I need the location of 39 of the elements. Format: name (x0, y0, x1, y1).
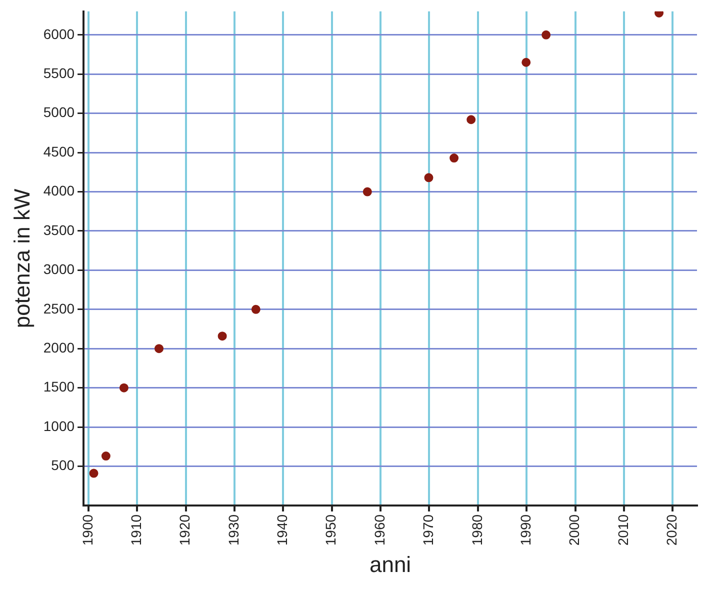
y-tick-label: 4000 (43, 182, 75, 199)
x-tick-label: 2020 (664, 514, 680, 546)
x-tick-label: 1980 (468, 514, 485, 546)
y-tick-label: 5500 (43, 64, 75, 81)
x-tick-label: 2000 (566, 514, 582, 546)
y-tick-label: 6000 (43, 26, 75, 42)
x-tick-label: 1960 (371, 514, 388, 546)
point (218, 332, 227, 341)
x-tick-label: 1900 (79, 514, 96, 546)
x-tick-label: 1920 (176, 514, 193, 546)
y-axis-title: potenza in kW (9, 188, 34, 328)
x-tick-label: 1940 (274, 514, 290, 546)
y-tick-label: 4500 (43, 143, 75, 160)
x-tick-label: 2010 (614, 514, 631, 546)
point (466, 115, 476, 124)
y-tick-label: 3500 (43, 222, 75, 238)
x-tick-label: 1910 (128, 514, 144, 546)
y-tick-label: 1000 (43, 418, 75, 434)
point (119, 383, 128, 392)
x-tick-label: 1970 (420, 514, 436, 546)
x-tick-label: 1930 (225, 514, 242, 546)
point (362, 187, 372, 196)
point (251, 304, 260, 314)
point (424, 173, 434, 182)
point (101, 452, 110, 461)
point (154, 344, 164, 354)
x-axis-title: anni (369, 552, 412, 577)
x-tick-label: 1990 (517, 514, 534, 546)
y-tick-label: 1500 (43, 378, 75, 395)
x-tick-label: 1950 (322, 514, 339, 546)
y-tick-label: 2500 (43, 300, 75, 316)
point (450, 154, 459, 163)
y-tick-label: 3000 (43, 261, 75, 278)
point (89, 468, 98, 478)
y-tick-label: 500 (51, 457, 75, 474)
y-tick-label: 5000 (43, 104, 75, 120)
point (542, 30, 551, 40)
y-tick-label: 2000 (43, 339, 75, 356)
point (522, 58, 531, 67)
